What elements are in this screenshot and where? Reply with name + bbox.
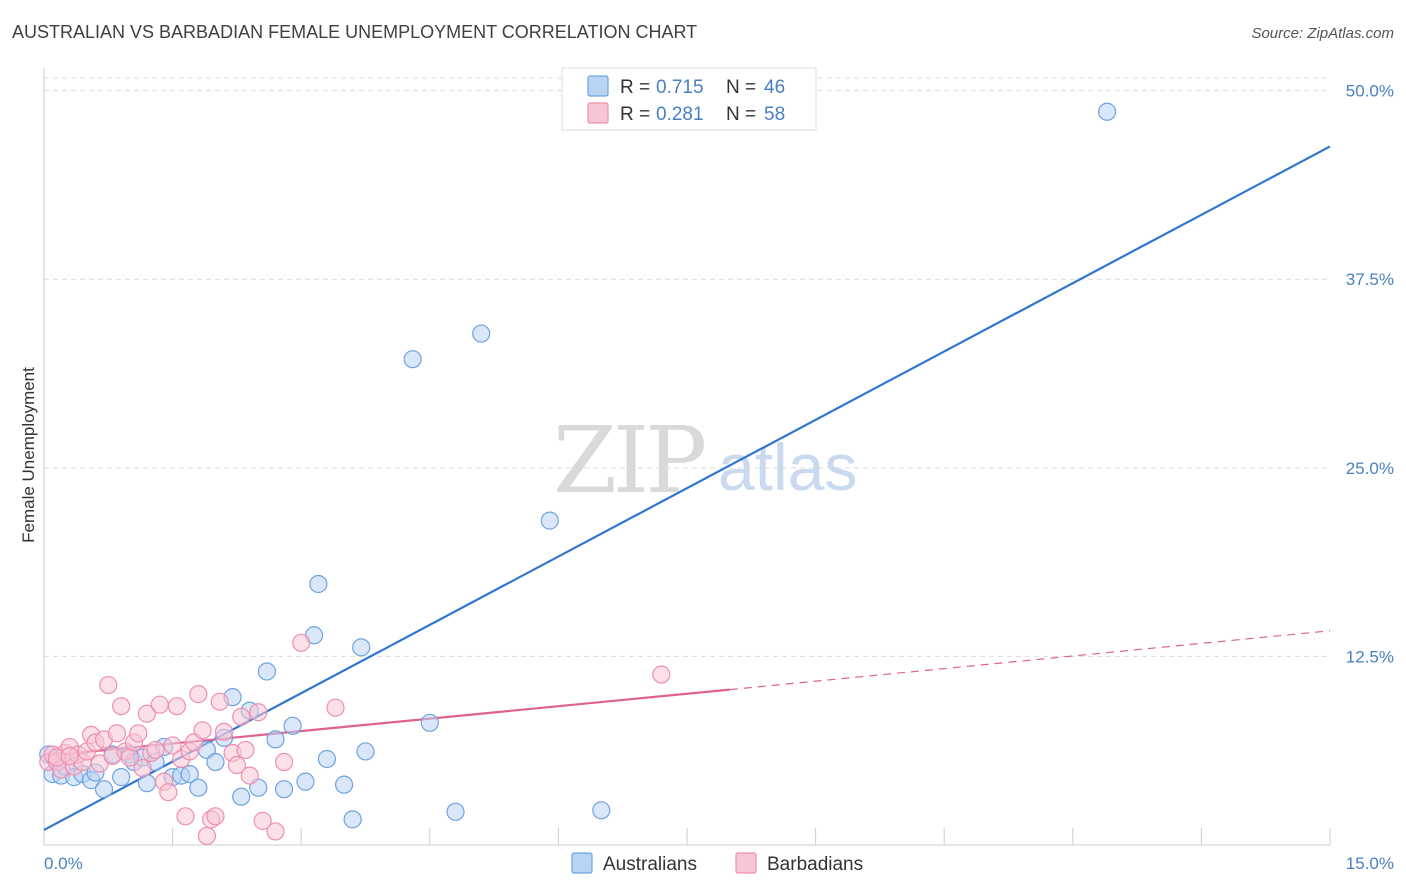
point-australians-44	[472, 324, 491, 343]
point-australians-29	[257, 662, 277, 681]
legend-r-value-1: 0.715	[656, 77, 704, 98]
trend-line-barbadians-extension	[729, 630, 1331, 691]
point-barbadians-48	[253, 811, 272, 830]
y-tick-label-3: 50.0%	[1346, 82, 1394, 101]
point-australians-11	[112, 768, 131, 787]
point-barbadians-21	[129, 724, 148, 743]
y-tick-label-2: 37.5%	[1346, 270, 1394, 289]
legend-swatch-barbadians	[587, 102, 609, 124]
point-australians-39	[352, 638, 371, 657]
watermark-atlas: atlas	[718, 430, 857, 504]
chart-source: Source: ZipAtlas.com	[1251, 25, 1394, 42]
point-barbadians-46	[240, 766, 259, 785]
watermark-zip: ZIP	[553, 407, 704, 514]
x-tick-label-min: 0.0%	[44, 854, 83, 873]
point-barbadians-45	[236, 740, 255, 760]
point-barbadians-37	[197, 826, 216, 846]
point-barbadians-16	[107, 724, 126, 743]
point-australians-31	[274, 780, 294, 799]
point-barbadians-17	[112, 697, 131, 716]
point-barbadians-36	[193, 721, 212, 740]
bottom-legend-label-australians: Australians	[603, 854, 697, 875]
legend-n-label-2: N =	[726, 104, 756, 125]
legend-r-label-2: R =	[620, 104, 650, 125]
bottom-legend-swatch-barbadians	[735, 852, 757, 874]
point-australians-36	[317, 749, 337, 769]
point-barbadians-35	[189, 685, 208, 704]
trend-lines	[43, 145, 1331, 831]
point-barbadians-39	[206, 807, 225, 826]
point-barbadians-50	[274, 752, 294, 772]
legend-r-value-2: 0.281	[656, 104, 704, 125]
x-tick-label-max: 15.0%	[1346, 854, 1394, 873]
point-australians-15	[137, 774, 156, 793]
x-tick-labels: 0.0% 15.0%	[44, 854, 1394, 873]
point-barbadians-26	[150, 695, 169, 714]
y-tick-label-0: 12.5%	[1346, 647, 1394, 666]
point-australians-33	[296, 772, 315, 791]
point-australians-30	[266, 730, 285, 749]
point-barbadians-14	[99, 675, 118, 695]
point-australians-20	[180, 764, 199, 784]
point-australians-23	[206, 752, 225, 772]
correlation-legend: R = 0.715 N = 46 R = 0.281 N = 58	[561, 67, 817, 131]
point-barbadians-52	[326, 698, 345, 717]
point-barbadians-23	[137, 704, 156, 723]
point-australians-35	[309, 574, 328, 594]
point-barbadians-32	[176, 807, 195, 826]
point-australians-37	[334, 775, 354, 794]
y-tick-labels: 12.5% 25.0% 37.5% 50.0%	[1346, 82, 1394, 667]
axes	[43, 68, 1331, 846]
trend-line-australians	[43, 145, 1331, 831]
bottom-legend-swatch-australians	[571, 852, 593, 874]
series-barbadians	[39, 633, 671, 846]
gridlines	[44, 77, 1330, 657]
chart-title: AUSTRALIAN VS BARBADIAN FEMALE UNEMPLOYM…	[12, 22, 697, 42]
legend-n-value-1: 46	[764, 77, 785, 98]
point-barbadians-44	[232, 707, 251, 726]
y-tick-label-1: 25.0%	[1346, 459, 1394, 478]
point-australians-26	[232, 787, 251, 806]
point-australians-21	[189, 778, 208, 797]
point-barbadians-28	[159, 783, 178, 802]
point-australians-46	[592, 801, 611, 820]
point-barbadians-51	[292, 633, 311, 652]
point-australians-42	[420, 713, 439, 732]
legend-r-label-1: R =	[620, 77, 650, 98]
point-barbadians-49	[266, 822, 285, 841]
point-barbadians-22	[133, 758, 152, 778]
legend-n-label-1: N =	[726, 77, 756, 98]
legend-n-value-2: 58	[764, 104, 785, 125]
y-axis-title: Female Unemployment	[19, 367, 38, 543]
point-barbadians-29	[163, 736, 182, 755]
bottom-legend-label-barbadians: Barbadians	[767, 854, 863, 875]
point-australians-32	[283, 716, 302, 735]
watermark: ZIP atlas	[553, 407, 857, 514]
point-barbadians-40	[210, 692, 229, 711]
point-australians-45	[540, 511, 559, 530]
point-australians-38	[343, 810, 362, 829]
point-australians-43	[446, 802, 465, 821]
point-australians-47	[1097, 102, 1117, 121]
point-barbadians-25	[146, 740, 165, 760]
point-australians-9	[94, 780, 114, 799]
legend-swatch-australians	[587, 75, 609, 97]
point-barbadians-55	[60, 746, 79, 766]
series-legend: Australians Barbadians	[571, 852, 863, 875]
point-barbadians-41	[214, 722, 234, 741]
point-barbadians-47	[249, 703, 268, 722]
scatter-points	[39, 102, 1117, 846]
point-australians-40	[356, 742, 375, 761]
point-australians-41	[403, 350, 422, 369]
point-barbadians-43	[227, 755, 246, 775]
point-barbadians-53	[652, 665, 671, 684]
point-barbadians-30	[167, 697, 186, 716]
